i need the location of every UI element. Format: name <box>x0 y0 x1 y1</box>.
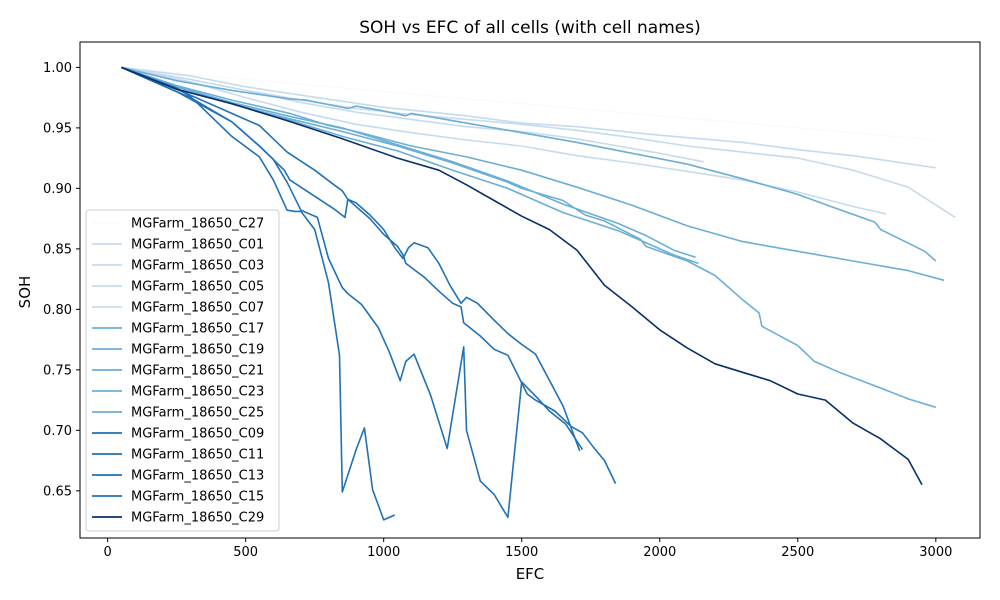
y-tick-label: 0.90 <box>43 182 72 197</box>
series-line-5 <box>121 66 937 262</box>
legend-entry-label: MGFarm_18650_C25 <box>131 406 264 421</box>
series-line-4 <box>121 66 887 215</box>
x-axis-label: EFC <box>516 565 545 583</box>
legend-entry-label: MGFarm_18650_C09 <box>131 427 264 442</box>
legend-entry-label: MGFarm_18650_C11 <box>131 448 264 463</box>
series-line-1 <box>121 66 936 169</box>
series-line-0 <box>121 66 936 141</box>
series-line-9 <box>121 66 696 259</box>
legend-entry-label: MGFarm_18650_C19 <box>131 343 264 358</box>
legend-entry-label: MGFarm_18650_C07 <box>131 301 264 316</box>
axes-frame <box>79 41 981 539</box>
legend-entry-label: MGFarm_18650_C01 <box>131 238 264 253</box>
x-tick-label: 2500 <box>781 545 814 560</box>
y-tick-label: 0.65 <box>43 484 72 499</box>
legend-entry-label: MGFarm_18650_C21 <box>131 364 264 379</box>
y-tick-label: 1.00 <box>43 61 72 76</box>
y-axis-label: SOH <box>16 276 34 309</box>
x-tick-label: 500 <box>233 545 258 560</box>
legend-entry-label: MGFarm_18650_C05 <box>131 280 264 295</box>
series-line-12 <box>121 66 396 521</box>
legend-entry-label: MGFarm_18650_C17 <box>131 322 264 337</box>
legend-entry-label: MGFarm_18650_C13 <box>131 469 264 484</box>
series-line-11 <box>121 66 581 452</box>
series-line-10 <box>121 66 617 484</box>
y-tick-label: 0.70 <box>43 424 72 439</box>
x-tick-label: 1000 <box>367 545 400 560</box>
plot-area: 0 500 1000 1500 2000 2500 3000 0.65 0.70 0.75 0.80… <box>43 41 981 560</box>
x-tick-label: 0 <box>103 545 111 560</box>
series-line-6 <box>121 66 945 282</box>
y-tick-label: 0.95 <box>43 121 72 136</box>
legend-entry-label: MGFarm_18650_C23 <box>131 385 264 400</box>
series-line-14 <box>121 66 923 486</box>
legend-entry-label: MGFarm_18650_C15 <box>131 490 264 505</box>
series-line-13 <box>121 66 584 519</box>
series-line-7 <box>121 66 937 409</box>
legend-entry-label: MGFarm_18650_C29 <box>131 511 264 526</box>
series-line-2 <box>121 66 956 219</box>
x-tick-label: 2000 <box>643 545 676 560</box>
chart-title: SOH vs EFC of all cells (with cell names… <box>359 18 701 38</box>
x-tick-label: 3000 <box>919 545 952 560</box>
y-tick-label: 0.75 <box>43 363 72 378</box>
legend-entry-label: MGFarm_18650_C03 <box>131 259 264 274</box>
legend-entry-label: MGFarm_18650_C27 <box>131 217 264 232</box>
series-line-3 <box>121 66 705 163</box>
y-tick-label: 0.85 <box>43 242 72 257</box>
legend-box <box>85 209 280 532</box>
x-tick-label: 1500 <box>505 545 538 560</box>
y-tick-label: 0.80 <box>43 303 72 318</box>
legend: MGFarm_18650_C27 MGFarm_18650_C01 MGFarm_1… <box>85 209 280 532</box>
